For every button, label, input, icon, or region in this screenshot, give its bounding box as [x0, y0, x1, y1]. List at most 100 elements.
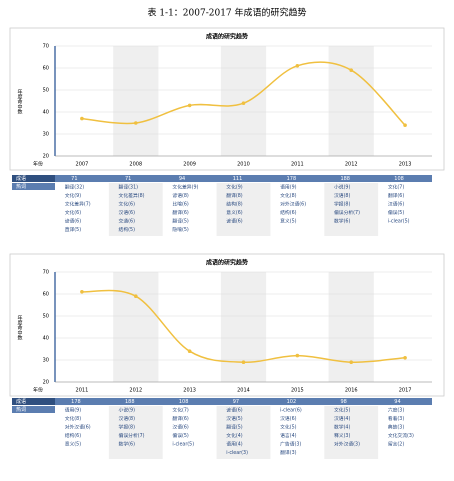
- point: [80, 116, 84, 121]
- x-tick-label: 2008: [129, 162, 142, 168]
- keyword: 翻译(31): [119, 184, 139, 191]
- point: [349, 68, 354, 72]
- keyword: 直译(5): [65, 226, 82, 233]
- keyword: 偏误分析(7): [119, 432, 145, 439]
- row-label-cell: [12, 406, 55, 413]
- keyword: 文化差异(7): [65, 201, 91, 208]
- point: [295, 64, 300, 68]
- row-label-cell: [12, 183, 55, 190]
- keyword: 汉语(6): [119, 209, 136, 216]
- count: 178: [287, 176, 297, 182]
- header-label: 成语: [16, 175, 26, 182]
- keyword: 文化(6): [119, 201, 136, 208]
- keyword: 数学(4): [334, 424, 351, 431]
- keyword: 广告语(3): [280, 441, 301, 448]
- keyword: 语用(4): [226, 441, 243, 448]
- keyword: 翻译(5): [172, 218, 189, 225]
- point: [349, 360, 354, 365]
- keyword: 小说(9): [119, 407, 136, 414]
- keyword: i-clear(5): [388, 219, 410, 225]
- y-tick-label: 60: [43, 66, 49, 72]
- y-tick-label: 70: [43, 44, 49, 50]
- keyword: 交通(6): [119, 218, 136, 225]
- y-tick-label: 30: [43, 132, 49, 138]
- header-cell: [12, 398, 55, 405]
- point: [187, 103, 192, 108]
- keyword: 学报(8): [334, 201, 351, 208]
- point: [187, 349, 192, 354]
- keyword: 意义(6): [226, 209, 243, 216]
- count: 188: [125, 399, 135, 405]
- band: [328, 46, 374, 156]
- keyword: 文化差异(8): [119, 192, 145, 199]
- keyword: 小说(9): [334, 184, 351, 191]
- x-tick-label: 2012: [129, 388, 142, 394]
- keyword: 汉语(5): [226, 415, 243, 422]
- count: 98: [340, 399, 346, 405]
- point: [80, 290, 84, 294]
- keyword: 文化(9): [226, 184, 243, 191]
- band: [113, 272, 159, 382]
- count: 94: [179, 176, 185, 182]
- count: 71: [71, 176, 77, 182]
- keyword: 翻译(5): [226, 424, 243, 431]
- x-axis-label: 年份: [33, 161, 43, 168]
- count: 97: [233, 399, 239, 405]
- column-shade: [216, 406, 271, 459]
- keyword: 谚语(6): [65, 218, 82, 225]
- y-tick-label: 40: [43, 336, 49, 342]
- point: [295, 353, 300, 358]
- y-tick-label: 50: [43, 314, 49, 320]
- keyword: 对外汉语(3): [334, 441, 360, 448]
- keyword: 谚语(8): [172, 192, 189, 199]
- keyword: 意义(5): [65, 441, 82, 448]
- keyword: 翻译(3): [280, 449, 297, 456]
- keyword: 翻译(32): [65, 184, 85, 191]
- keyword: 文化(5): [334, 407, 351, 414]
- keyword: 留言(2): [388, 441, 405, 448]
- keyword: 典故(3): [388, 424, 405, 431]
- keyword: 谚语(6): [226, 218, 243, 225]
- page-title: 表 1-1：2007-2017 年成语的研究趋势: [147, 7, 306, 19]
- keyword: 语用(9): [65, 407, 82, 414]
- x-tick-label: 2010: [237, 162, 250, 168]
- keyword: i-clear(6): [280, 408, 302, 414]
- keyword: 汉语(6): [280, 415, 297, 422]
- x-tick-label: 2011: [291, 162, 304, 168]
- y-tick-label: 70: [43, 270, 49, 276]
- keyword: 学报(8): [119, 424, 136, 431]
- count: 94: [394, 399, 400, 405]
- keyword: 偏误分析(7): [334, 209, 360, 216]
- count: 178: [71, 399, 81, 405]
- y-tick-label: 40: [43, 110, 49, 116]
- point: [403, 356, 407, 360]
- count: 108: [394, 176, 404, 182]
- keyword: 汉语(6): [172, 424, 189, 431]
- keyword: 结构(6): [65, 432, 82, 439]
- band: [328, 272, 374, 382]
- y-axis-label: 年度命中数: [17, 88, 23, 115]
- y-tick-label: 60: [43, 292, 49, 298]
- x-axis-label: 年份: [33, 387, 43, 394]
- keyword: 文化(5): [280, 424, 297, 431]
- column-shade: [108, 183, 163, 236]
- keyword: 结构(6): [280, 209, 297, 216]
- count: 71: [125, 176, 131, 182]
- keyword: 文化(7): [388, 184, 405, 191]
- keyword: 汉语(6): [388, 201, 405, 208]
- keyword: 语言(4): [280, 432, 297, 439]
- keyword: 六度(3): [388, 407, 405, 414]
- count: 108: [179, 399, 189, 405]
- column-shade: [324, 406, 379, 459]
- band: [113, 46, 159, 156]
- x-tick-label: 2014: [237, 388, 250, 394]
- keyword: 看着(3): [388, 415, 405, 422]
- column-shade: [216, 183, 271, 236]
- x-tick-label: 2017: [399, 388, 412, 394]
- keyword: 汉语(8): [119, 415, 136, 422]
- x-tick-label: 2011: [76, 388, 89, 394]
- x-tick-label: 2009: [183, 162, 196, 168]
- header-cell: [12, 175, 55, 182]
- point: [133, 121, 138, 125]
